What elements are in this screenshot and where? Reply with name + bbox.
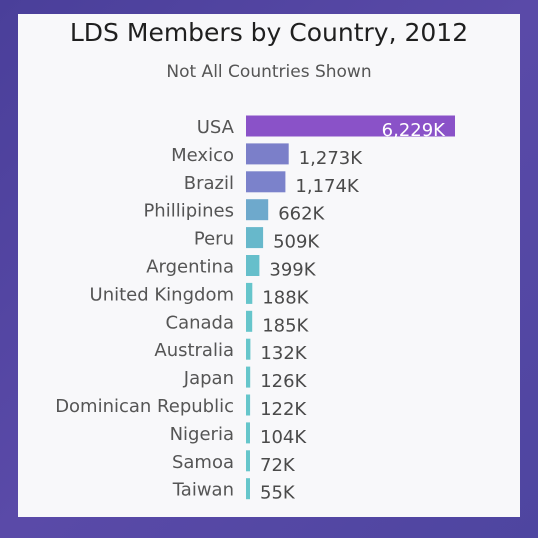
chart-title: LDS Members by Country, 2012 xyxy=(69,18,469,47)
bar-phillipines xyxy=(246,199,269,221)
category-label: Taiwan xyxy=(172,480,234,501)
value-label: 132K xyxy=(260,343,307,364)
bar-australia xyxy=(246,338,251,360)
value-label: 509K xyxy=(273,232,320,253)
value-label: 72K xyxy=(260,455,296,476)
bar-taiwan xyxy=(246,478,250,500)
value-label: 185K xyxy=(262,315,309,336)
value-label: 662K xyxy=(278,204,325,225)
bar-chart: USA 6,229K Mexico 1,273K Brazil 1,174K Phillip… xyxy=(55,115,455,504)
category-label: USA xyxy=(197,117,235,138)
bar-united-kingdom xyxy=(246,282,253,304)
category-label: Dominican Republic xyxy=(55,396,234,417)
value-label: 122K xyxy=(260,399,307,420)
category-label: Phillipines xyxy=(143,201,234,222)
bar-nigeria xyxy=(246,422,250,444)
bar-peru xyxy=(246,227,264,249)
category-label: Australia xyxy=(154,340,234,361)
bar-usa xyxy=(246,115,455,137)
value-label: 126K xyxy=(260,371,307,392)
category-label: Samoa xyxy=(172,452,234,473)
value-label: 399K xyxy=(269,260,316,281)
value-label: 55K xyxy=(260,483,296,504)
category-label: Brazil xyxy=(184,173,234,194)
bar-dominican-republic xyxy=(246,394,251,416)
chart-subtitle: Not All Countries Shown xyxy=(166,62,372,82)
category-label: Canada xyxy=(166,312,235,333)
value-label: 1,174K xyxy=(295,176,360,197)
bar-canada xyxy=(246,310,253,332)
category-label: United Kingdom xyxy=(90,284,234,305)
value-label: 6,229K xyxy=(382,120,447,141)
bar-japan xyxy=(246,366,251,388)
value-label: 188K xyxy=(262,287,309,308)
category-label: Japan xyxy=(183,368,234,389)
bar-argentina xyxy=(246,255,260,276)
value-label: 104K xyxy=(260,427,307,448)
bar-samoa xyxy=(246,450,250,472)
bar-brazil xyxy=(246,171,286,193)
category-label: Argentina xyxy=(146,257,234,278)
category-label: Nigeria xyxy=(170,424,234,445)
category-label: Mexico xyxy=(171,145,234,166)
chart-card: LDS Members by Country, 2012 Not All Cou… xyxy=(18,14,520,517)
value-label: 1,273K xyxy=(299,148,364,169)
bar-mexico xyxy=(246,143,289,165)
category-label: Peru xyxy=(194,229,234,250)
